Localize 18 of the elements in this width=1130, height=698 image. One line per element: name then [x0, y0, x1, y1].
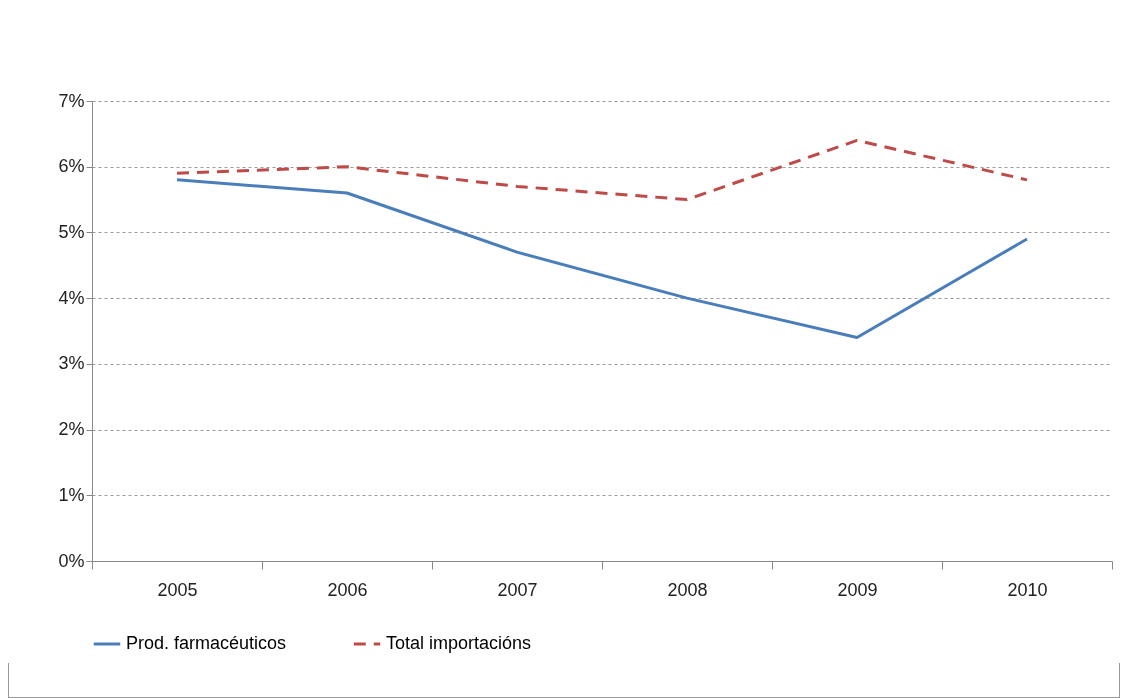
y-tick-label: 7% — [58, 90, 85, 111]
line-series — [175, 178, 1029, 340]
x-tick-label: 2010 — [1007, 579, 1048, 600]
x-tick-label: 2007 — [497, 579, 538, 600]
legend-label: Prod. farmacéuticos — [126, 633, 287, 653]
y-tick-label: 5% — [58, 221, 85, 242]
x-tick-label: 2009 — [837, 579, 878, 600]
line-series — [175, 138, 1029, 202]
x-tick-label: 2005 — [157, 579, 198, 600]
y-tick-label: 3% — [58, 353, 85, 374]
x-tick-label: 2006 — [327, 579, 368, 600]
y-tick-label: 0% — [58, 550, 85, 571]
y-tick-label: 1% — [58, 484, 85, 505]
x-tick-label: 2008 — [667, 579, 708, 600]
y-tick-label: 6% — [58, 156, 85, 177]
legend-label: Total importacións — [386, 633, 532, 653]
y-tick-label: 2% — [58, 419, 85, 440]
y-tick-label: 4% — [58, 287, 85, 308]
